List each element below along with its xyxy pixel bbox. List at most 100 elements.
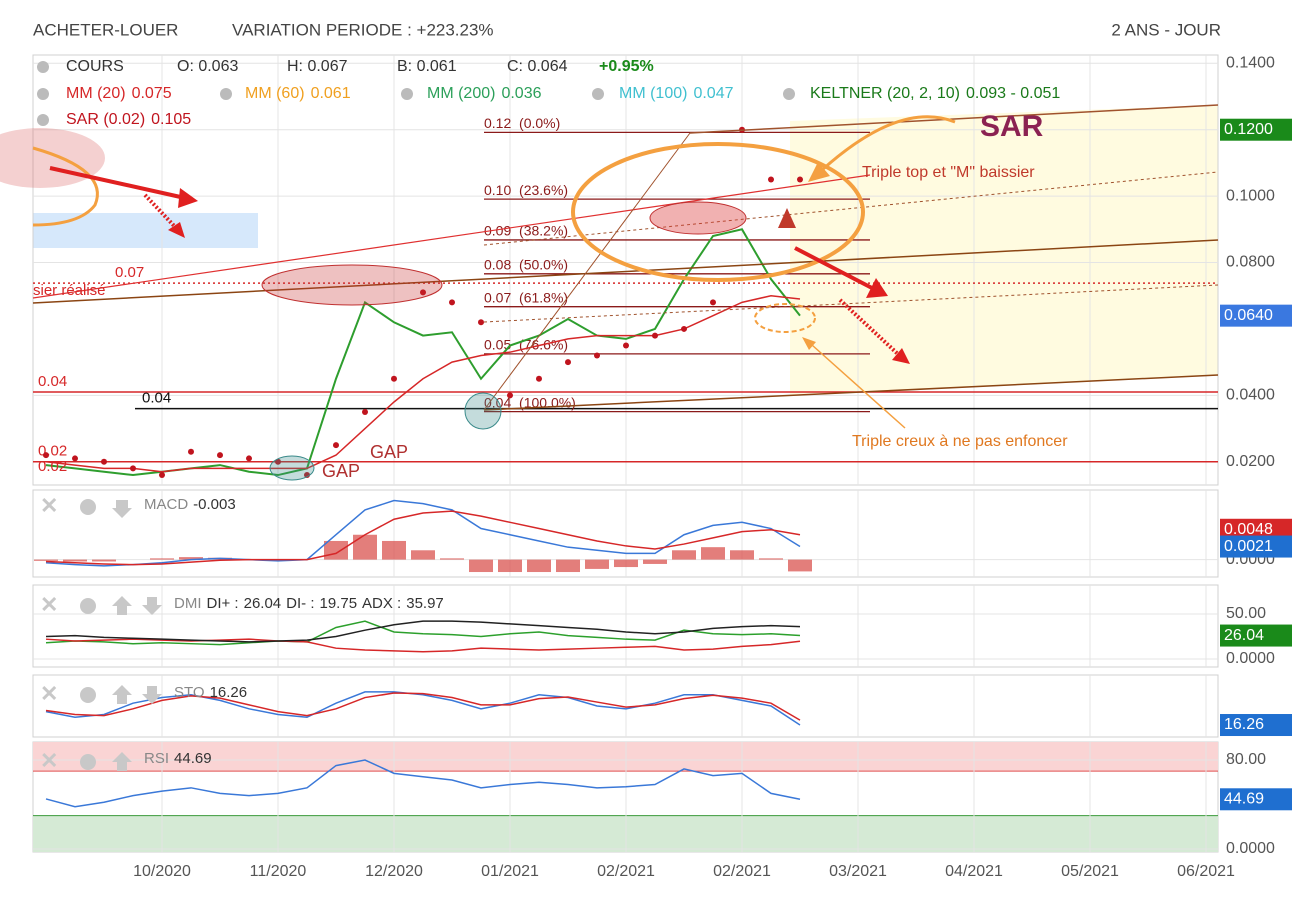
close-icon[interactable]: ✕ — [40, 748, 58, 773]
arrow-head — [866, 278, 888, 298]
fib-label: 0.12 (0.0%) — [484, 115, 560, 131]
sar-dot — [768, 176, 774, 183]
sar-dot — [217, 452, 223, 459]
legend-name: KELTNER (20, 2, 10) — [810, 85, 960, 102]
indicator-name: DI+ : — [207, 595, 239, 612]
legend-icons — [37, 61, 795, 126]
series-line — [45, 499, 801, 567]
legend-name: MM (20) — [66, 85, 126, 102]
last-value-label: 26.04 — [1224, 627, 1264, 644]
gear-icon[interactable] — [80, 499, 96, 515]
arrow — [811, 344, 906, 429]
change-value: +0.95% — [599, 58, 654, 75]
last-value-box — [1220, 535, 1292, 558]
sar-dot — [681, 325, 687, 332]
close-icon[interactable]: ✕ — [40, 592, 58, 617]
last-value-label: 0.0021 — [1224, 538, 1273, 555]
legend-reading: 0.061 — [311, 85, 351, 102]
last-value-label: 0.0640 — [1224, 307, 1273, 324]
histogram-bar — [788, 559, 812, 572]
gear-icon[interactable] — [37, 88, 49, 100]
histogram-bar — [382, 540, 406, 560]
legend-entry: MM (100) 0.047 — [619, 85, 734, 102]
y-tick-label: 0.1400 — [1226, 55, 1275, 72]
gear-icon[interactable] — [592, 88, 604, 100]
last-value-label: 16.26 — [1224, 716, 1264, 733]
indicator-reading: 26.04 — [244, 595, 282, 612]
histogram-bar — [730, 550, 754, 560]
down-icon[interactable] — [142, 686, 162, 704]
legend-reading: 0.093 - 0.051 — [966, 85, 1060, 102]
fib-label: 0.10 (23.6%) — [484, 182, 568, 198]
indicator-title: DMI — [174, 595, 202, 612]
highlight-ellipse — [261, 264, 443, 306]
close-icon[interactable]: ✕ — [40, 681, 58, 706]
sar-dot — [333, 442, 339, 449]
series-line — [45, 620, 801, 646]
indicator-header: DMI DI+ : 26.04 DI- : 19.75 ADX : 35.97 — [174, 595, 444, 612]
sar-dot — [362, 408, 368, 415]
ohlc-value: B: 0.061 — [397, 58, 457, 75]
gear-icon[interactable] — [401, 88, 413, 100]
sar-dot — [72, 455, 78, 462]
down-icon[interactable] — [142, 597, 162, 615]
up-icon[interactable] — [112, 752, 132, 771]
gear-icon[interactable] — [80, 598, 96, 614]
sar-dot — [304, 472, 310, 479]
arrow — [794, 246, 873, 290]
histogram-bar — [614, 559, 638, 568]
up-icon[interactable] — [112, 596, 132, 615]
sar-dot — [159, 472, 165, 479]
indicator-reading: 19.75 — [320, 595, 358, 612]
indicator-title: STO — [174, 684, 205, 701]
annotation: GAP — [322, 461, 360, 481]
legend-name: MM (200) — [427, 85, 495, 102]
ohlc-value: O: 0.063 — [177, 58, 238, 75]
legend-reading: 0.075 — [132, 85, 172, 102]
arrow-head — [892, 348, 910, 364]
gear-icon[interactable] — [783, 88, 795, 100]
gear-icon[interactable] — [80, 687, 96, 703]
ohlc-value: C: 0.064 — [507, 58, 568, 75]
gear-icon[interactable] — [37, 61, 49, 73]
up-icon[interactable] — [112, 685, 132, 704]
histogram-bar — [179, 557, 203, 560]
gear-icon[interactable] — [220, 88, 232, 100]
channel-fill — [33, 105, 1218, 395]
legend-entry: COURS — [66, 58, 124, 75]
histogram-bar — [527, 559, 551, 573]
x-tick-label: 05/2021 — [1061, 863, 1119, 880]
trend-line — [483, 171, 1219, 246]
close-icon[interactable]: ✕ — [40, 493, 58, 518]
x-tick-label: 02/2021 — [597, 863, 655, 880]
highlight-circle — [269, 455, 315, 481]
series-line — [45, 510, 801, 566]
histogram-bar — [643, 559, 667, 564]
histogram-bar — [34, 559, 58, 561]
sar-dot — [391, 375, 397, 382]
sar-dot — [275, 458, 281, 465]
sar-dot — [188, 448, 194, 455]
histogram-bar — [150, 558, 174, 560]
x-tick-label: 03/2021 — [829, 863, 887, 880]
highlight-ellipse — [754, 303, 816, 333]
sar-dot — [594, 352, 600, 359]
last-value-box — [1220, 118, 1292, 141]
ohlc-value: H: 0.067 — [287, 58, 348, 75]
sar-dot — [43, 452, 49, 459]
down-icon[interactable] — [112, 500, 132, 518]
fib-line — [483, 132, 691, 411]
trend-line — [689, 104, 1219, 134]
legend-entry: SAR (0.02) 0.105 — [66, 111, 191, 128]
histogram-bar — [759, 558, 783, 560]
period[interactable]: 2 ANS - JOUR — [1111, 20, 1221, 39]
trend-line — [483, 374, 1219, 411]
level-label: 0.07 — [115, 264, 144, 281]
x-tick-label: 10/2020 — [133, 863, 191, 880]
gear-icon[interactable] — [80, 754, 96, 770]
last-value-box — [1220, 788, 1292, 811]
gear-icon[interactable] — [37, 114, 49, 126]
last-value-box — [1220, 518, 1292, 541]
fib-label: 0.05 (76.6%) — [484, 337, 568, 353]
